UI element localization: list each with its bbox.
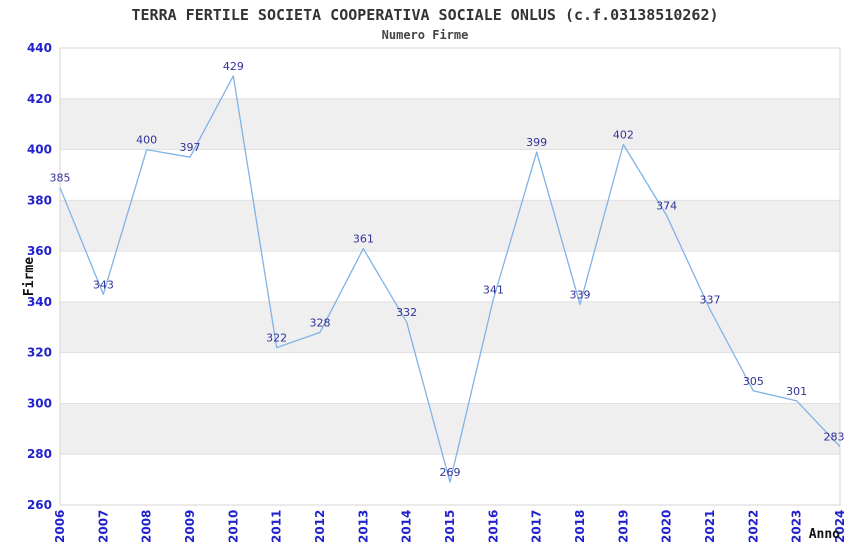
data-point-label: 402 <box>613 128 634 141</box>
data-point-label: 337 <box>700 294 721 307</box>
data-point-label: 397 <box>180 141 201 154</box>
data-point-label: 305 <box>743 375 764 388</box>
y-tick-label: 280 <box>27 447 52 461</box>
x-tick-label: 2018 <box>573 510 587 543</box>
x-tick-label: 2023 <box>790 510 804 543</box>
x-tick-label: 2022 <box>746 510 760 543</box>
plot-band <box>60 403 840 455</box>
x-tick-label: 2016 <box>486 510 500 543</box>
data-point-label: 322 <box>266 332 287 345</box>
y-axis-title: Firme <box>22 257 37 296</box>
x-tick-label: 2011 <box>270 510 284 543</box>
x-tick-label: 2019 <box>616 510 630 543</box>
y-tick-label: 360 <box>27 244 52 258</box>
x-tick-label: 2006 <box>53 510 67 543</box>
data-point-label: 301 <box>786 385 807 398</box>
data-point-label: 385 <box>50 172 71 185</box>
data-point-label: 341 <box>483 283 504 296</box>
y-tick-label: 440 <box>27 41 52 55</box>
x-tick-label: 2014 <box>400 510 414 543</box>
data-point-label: 343 <box>93 278 114 291</box>
y-tick-label: 320 <box>27 346 52 360</box>
data-point-label: 374 <box>656 200 677 213</box>
plot-border <box>59 47 841 506</box>
x-tick-label: 2017 <box>530 510 544 543</box>
x-tick-label: 2012 <box>313 510 327 543</box>
plot-band <box>60 200 840 252</box>
x-tick-label: 2015 <box>443 510 457 543</box>
x-tick-label: 2007 <box>96 510 110 543</box>
y-tick-label: 340 <box>27 295 52 309</box>
x-tick-label: 2013 <box>356 510 370 543</box>
data-point-label: 429 <box>223 60 244 73</box>
series-line <box>59 75 841 483</box>
x-tick-label: 2009 <box>183 510 197 543</box>
data-point-label: 328 <box>310 316 331 329</box>
data-point-label: 361 <box>353 233 374 246</box>
data-point-label: 283 <box>824 431 845 444</box>
data-point-label: 399 <box>526 136 547 149</box>
x-tick-label: 2008 <box>140 510 154 543</box>
x-axis-title: Anno <box>809 527 840 542</box>
chart-title: TERRA FERTILE SOCIETA COOPERATIVA SOCIAL… <box>131 6 719 24</box>
x-tick-label: 2024 <box>833 510 847 543</box>
x-tick-label: 2010 <box>226 510 240 543</box>
plot-band <box>60 301 840 353</box>
y-tick-label: 380 <box>27 193 52 207</box>
y-tick-label: 300 <box>27 396 52 410</box>
x-tick-label: 2021 <box>703 510 717 543</box>
y-tick-label: 420 <box>27 92 52 106</box>
y-tick-label: 260 <box>27 498 52 512</box>
data-point-label: 332 <box>396 306 417 319</box>
data-point-label: 400 <box>136 134 157 147</box>
chart-subtitle: Numero Firme <box>381 28 469 42</box>
data-point-label: 269 <box>440 466 461 479</box>
plot-band <box>60 98 840 150</box>
y-tick-label: 400 <box>27 143 52 157</box>
data-point-label: 339 <box>570 288 591 301</box>
x-tick-label: 2020 <box>660 510 674 543</box>
